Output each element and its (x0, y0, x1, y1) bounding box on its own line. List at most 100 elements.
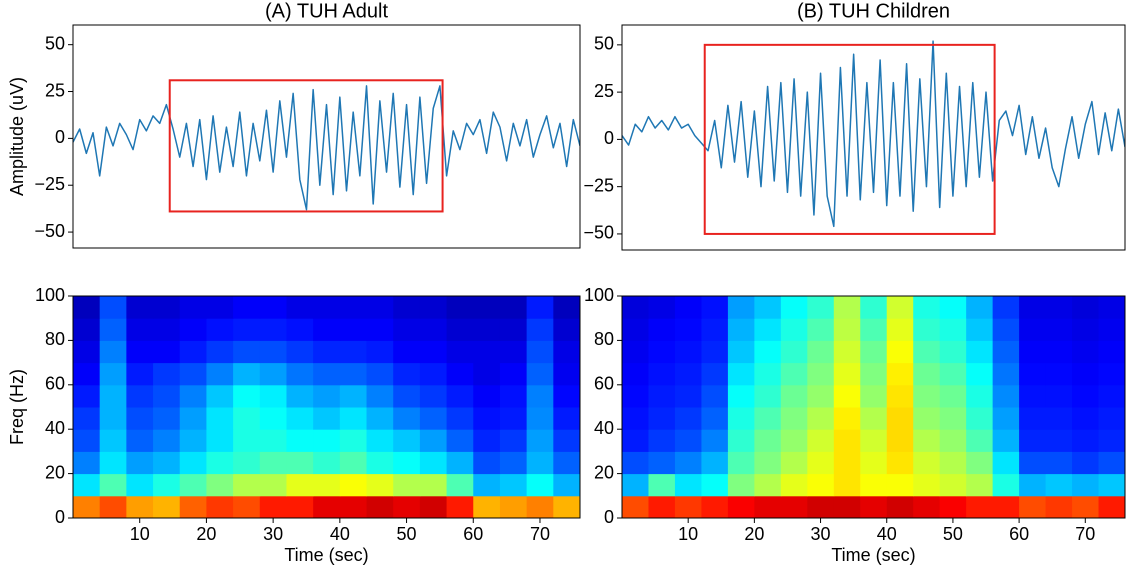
heatmap-cell (1019, 429, 1047, 452)
panel-title: (B) TUH Children (797, 0, 950, 22)
heatmap-cell (1098, 318, 1125, 341)
heatmap-cell (99, 296, 127, 319)
heatmap-cell (446, 451, 474, 475)
heatmap-cell (648, 407, 676, 430)
heatmap-cell (1072, 340, 1100, 364)
heatmap-cell (833, 362, 861, 386)
heatmap-cell (446, 296, 474, 319)
heatmap-cell (754, 362, 782, 386)
heatmap-cell (553, 407, 580, 430)
heatmap-cell (886, 384, 914, 408)
heatmap-cell (393, 473, 421, 497)
heatmap-cell (674, 451, 702, 475)
heatmap-cell (833, 407, 861, 430)
heatmap-cell (499, 384, 528, 408)
heatmap-cell (622, 318, 649, 341)
heatmap-cell (727, 362, 755, 386)
heatmap-cell (701, 318, 729, 341)
highlight-box (703, 43, 996, 235)
y-tick-label: 40 (594, 418, 614, 438)
heatmap-cell (206, 384, 234, 408)
heatmap-cell (622, 429, 649, 452)
heatmap-cell (674, 495, 702, 518)
heatmap-cell (206, 362, 234, 386)
heatmap-cell (1072, 384, 1100, 408)
heatmap-cell (833, 451, 861, 475)
heatmap-cell (286, 340, 314, 364)
heatmap-cell (153, 451, 181, 475)
heatmap-cell (339, 362, 368, 386)
heatmap-cell (727, 340, 755, 364)
heatmap-cell (992, 340, 1020, 364)
x-axis-label: Time (sec) (831, 545, 915, 565)
heatmap-cell (259, 318, 287, 341)
heatmap-cell (860, 384, 888, 408)
heatmap-cell (499, 429, 528, 452)
heatmap-cell (807, 407, 835, 430)
heatmap-cell (126, 340, 154, 364)
heatmap-cell (499, 318, 528, 341)
heatmap-cell (966, 318, 994, 341)
heatmap-cell (339, 473, 368, 497)
heatmap-cell (206, 318, 234, 341)
heatmap-cell (393, 407, 421, 430)
heatmap-cell (553, 473, 580, 497)
heatmap-cell (1072, 318, 1100, 341)
heatmap-cell (339, 296, 368, 319)
heatmap-cell (126, 318, 154, 341)
heatmap-cell (526, 429, 554, 452)
heatmap-cell (473, 362, 501, 386)
heatmap-cell (473, 340, 501, 364)
heatmap-cell (913, 340, 941, 364)
heatmap-cell (622, 407, 649, 430)
heatmap-cell (1019, 407, 1047, 430)
heatmap-cell (886, 429, 914, 452)
heatmap-cell (701, 429, 729, 452)
heatmap-cell (807, 384, 835, 408)
heatmap-cell (701, 340, 729, 364)
heatmap-cell (622, 340, 649, 364)
heatmap-cell (153, 495, 181, 518)
y-tick-label: 0 (55, 127, 65, 147)
heatmap-cell (913, 451, 941, 475)
heatmap-cell (622, 495, 649, 518)
heatmap-cell (366, 429, 394, 452)
y-tick-label: 0 (604, 507, 614, 527)
heatmap-cell (153, 473, 181, 497)
heatmap-cell (473, 296, 501, 319)
heatmap-cell (393, 429, 421, 452)
y-tick-label: 0 (55, 507, 65, 527)
y-tick-label: 100 (35, 285, 65, 305)
heatmap-cell (674, 407, 702, 430)
y-tick-label: 20 (45, 462, 65, 482)
heatmap-cell (807, 451, 835, 475)
heatmap-cell (499, 407, 528, 430)
heatmap-cell (807, 429, 835, 452)
heatmap-cell (701, 384, 729, 408)
heatmap-cell (807, 318, 835, 341)
heatmap-cell (233, 429, 261, 452)
heatmap-cell (179, 429, 207, 452)
heatmap-cell (1098, 407, 1125, 430)
heatmap-cell (939, 340, 967, 364)
x-tick-label: 70 (1075, 524, 1095, 544)
heatmap-cell (939, 407, 967, 430)
heatmap-cell (1045, 340, 1073, 364)
heatmap-cell (259, 495, 287, 518)
heatmap-cell (754, 296, 782, 319)
heatmap-cell (1045, 473, 1073, 497)
heatmap-cell (939, 495, 967, 518)
heatmap-cell (366, 296, 394, 319)
heatmap-cell (73, 362, 101, 386)
heatmap-cell (233, 407, 261, 430)
heatmap-cell (313, 451, 341, 475)
heatmap-cell (727, 495, 755, 518)
heatmap-cell (966, 407, 994, 430)
heatmap-cell (286, 362, 314, 386)
x-tick-label: 30 (811, 524, 831, 544)
heatmap-cell (860, 407, 888, 430)
heatmap-cell (419, 362, 448, 386)
heatmap-cell (860, 495, 888, 518)
heatmap-cell (1019, 362, 1047, 386)
heatmap-cell (419, 473, 448, 497)
